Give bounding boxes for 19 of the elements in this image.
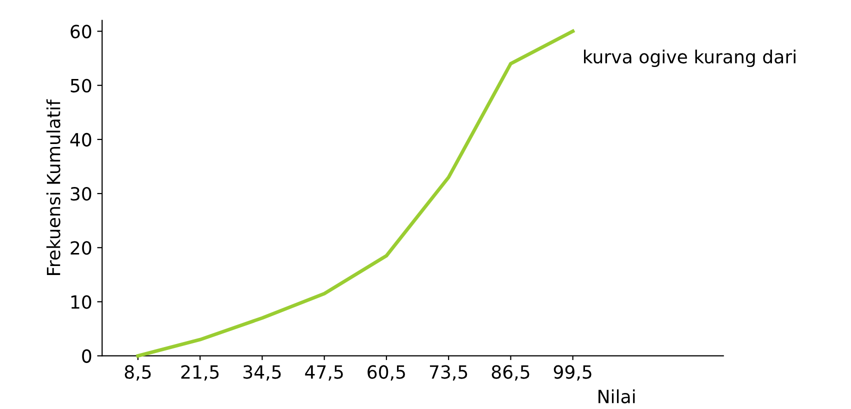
x-tick-label: 99,5 xyxy=(554,365,592,381)
series-label: kurva ogive kurang dari xyxy=(584,50,796,68)
x-axis-title: Nilai xyxy=(598,389,635,404)
x-tick-label: 73,5 xyxy=(430,365,468,381)
line-series xyxy=(136,30,575,358)
x-tick-label: 86,5 xyxy=(492,365,530,381)
x-tick-label: 8,5 xyxy=(124,365,151,381)
y-tick-label: 0 xyxy=(82,349,92,363)
y-tick-label: 60 xyxy=(70,24,92,38)
x-tick-label: 60,5 xyxy=(368,365,405,381)
y-tick-label: 30 xyxy=(70,187,92,201)
y-axis-title: Frekuensi Kumulatif xyxy=(46,99,60,275)
y-tick-label: 10 xyxy=(71,295,92,309)
x-tick-label: 34,5 xyxy=(243,365,281,381)
x-tick-label: 47,5 xyxy=(305,365,343,381)
y-tick-label: 50 xyxy=(70,78,92,92)
x-tick-label: 21,5 xyxy=(181,365,219,381)
y-tick-label: 20 xyxy=(70,241,92,255)
y-tick-label: 40 xyxy=(70,132,92,147)
